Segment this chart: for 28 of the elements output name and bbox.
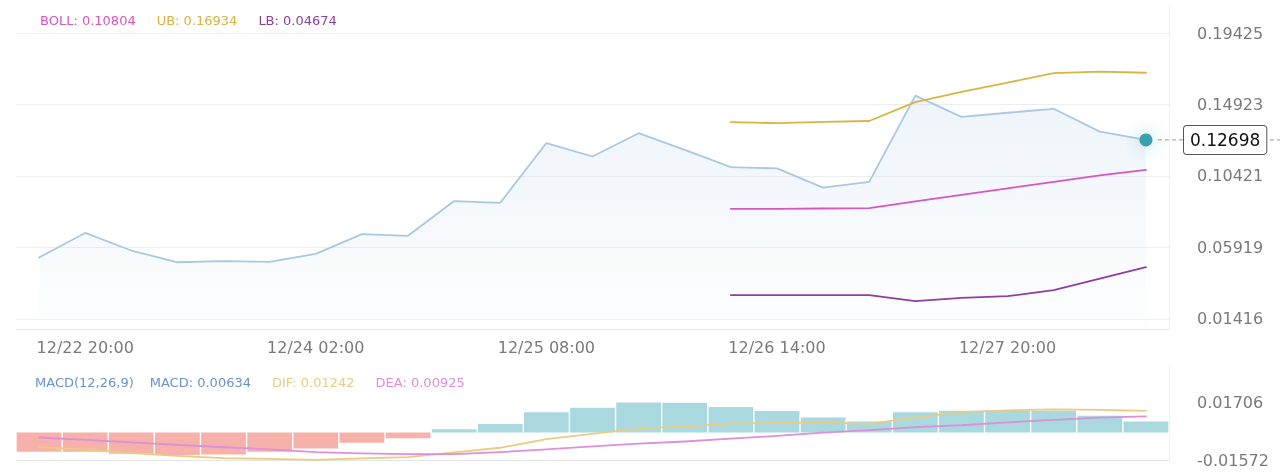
text: DEA: 0.00925 [375, 375, 465, 390]
ref-line-label: 0.12698 [1190, 129, 1261, 150]
x-tick-label: 12/24 02:00 [267, 337, 365, 357]
y-tick-label: 0.01416 [1197, 309, 1264, 329]
line-series [729, 266, 1147, 302]
x-tick-label: 12/25 08:00 [497, 337, 596, 357]
x-tick-label: 12/27 20:00 [958, 337, 1057, 357]
bar [339, 432, 385, 443]
y-tick-label: -0.01572 [1197, 450, 1269, 470]
line-series [729, 70, 1147, 124]
y-tick-label: 0.05919 [1197, 237, 1264, 257]
text: DIF: 0.01242 [271, 375, 355, 390]
line-series [38, 415, 1147, 456]
text: MACD(12,26,9) [35, 375, 134, 390]
x-tick-label: 12/22 20:00 [36, 337, 134, 357]
annotation: MACD: 0.00634 [149, 375, 251, 390]
y-tick-label: 0.10421 [1197, 166, 1264, 186]
line-series [729, 169, 1147, 210]
bar [1123, 421, 1169, 433]
text: LB: 0.04674 [258, 13, 337, 28]
y-tick-label: 0.01706 [1197, 393, 1264, 413]
line-series [38, 408, 1147, 461]
text: BOLL: 0.10804 [40, 13, 136, 28]
text: UB: 0.16934 [156, 13, 238, 28]
y-tick-label: 0.14923 [1197, 95, 1264, 115]
x-tick-label: 12/26 14:00 [728, 337, 826, 357]
y-tick-label: 0.19425 [1197, 23, 1264, 43]
bar [754, 410, 800, 433]
